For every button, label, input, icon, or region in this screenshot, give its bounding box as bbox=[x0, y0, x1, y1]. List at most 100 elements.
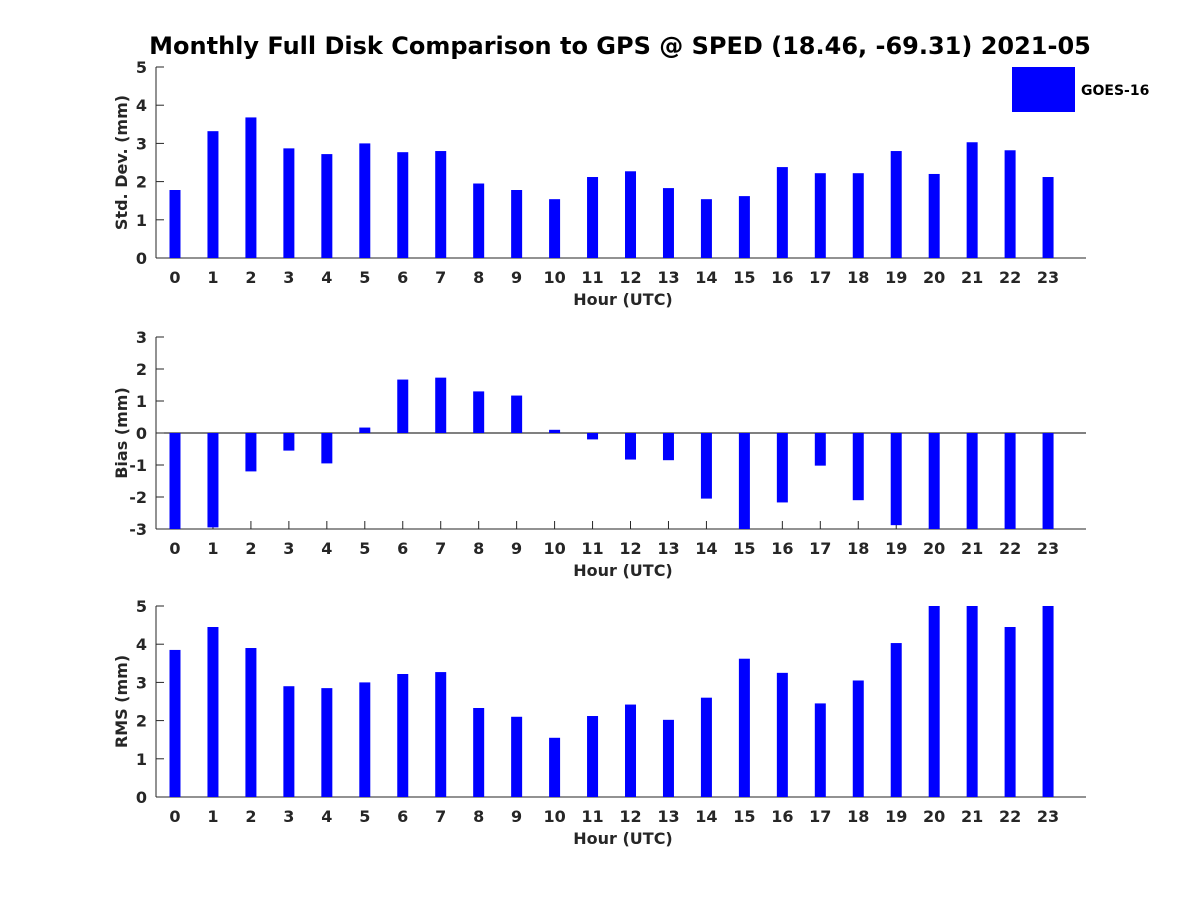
std-dev-bar bbox=[587, 177, 599, 258]
x-tick-label: 21 bbox=[961, 539, 983, 558]
std-dev-bar bbox=[928, 173, 940, 258]
std-dev-bar bbox=[169, 190, 181, 258]
x-tick-label: 9 bbox=[511, 807, 522, 826]
y-tick-label: 4 bbox=[136, 635, 147, 654]
y-axis-label: Std. Dev. (mm) bbox=[112, 95, 131, 230]
x-tick-label: 3 bbox=[283, 268, 294, 287]
x-tick-label: 11 bbox=[581, 268, 603, 287]
x-tick-label: 2 bbox=[245, 807, 256, 826]
x-tick-label: 22 bbox=[999, 268, 1021, 287]
std-dev-bar bbox=[245, 117, 257, 258]
bias-bar bbox=[966, 433, 978, 529]
x-tick-label: 16 bbox=[771, 268, 793, 287]
legend: GOES-16 bbox=[1012, 67, 1149, 112]
rms-bar bbox=[700, 697, 712, 797]
x-tick-label: 15 bbox=[733, 539, 755, 558]
bias-bar bbox=[662, 433, 674, 461]
std-dev-bar bbox=[776, 167, 788, 258]
rms-bar bbox=[1042, 606, 1054, 797]
bias-bar bbox=[700, 433, 712, 499]
x-tick-label: 10 bbox=[543, 539, 565, 558]
x-tick-label: 0 bbox=[169, 268, 180, 287]
chart-title: Monthly Full Disk Comparison to GPS @ SP… bbox=[149, 32, 1091, 60]
x-tick-label: 11 bbox=[581, 539, 603, 558]
std-dev-bar bbox=[397, 152, 409, 258]
x-tick-label: 14 bbox=[695, 268, 717, 287]
std-dev-bar bbox=[473, 183, 485, 258]
x-tick-label: 0 bbox=[169, 807, 180, 826]
rms-bar bbox=[814, 703, 826, 797]
std-dev-bar bbox=[625, 171, 637, 258]
bias-bar bbox=[1042, 433, 1054, 529]
x-tick-label: 11 bbox=[581, 807, 603, 826]
x-tick-label: 20 bbox=[923, 539, 945, 558]
bias-bar bbox=[852, 433, 864, 501]
x-tick-label: 12 bbox=[619, 539, 641, 558]
x-tick-label: 5 bbox=[359, 268, 370, 287]
x-tick-label: 8 bbox=[473, 807, 484, 826]
x-tick-label: 9 bbox=[511, 539, 522, 558]
x-tick-label: 21 bbox=[961, 807, 983, 826]
y-tick-label: 4 bbox=[136, 96, 147, 115]
std-dev-bar bbox=[662, 188, 674, 258]
std-dev-bar bbox=[890, 151, 902, 258]
rms-bar bbox=[359, 682, 371, 797]
x-tick-label: 18 bbox=[847, 268, 869, 287]
y-tick-label: -3 bbox=[129, 520, 147, 539]
x-axis-label: Hour (UTC) bbox=[573, 290, 673, 309]
std-dev-bar bbox=[738, 196, 750, 258]
bias-bar bbox=[738, 433, 750, 529]
rms-bar bbox=[283, 686, 295, 797]
x-tick-label: 1 bbox=[207, 268, 218, 287]
std-dev-bar bbox=[511, 190, 523, 258]
bias-bar bbox=[435, 377, 447, 433]
x-tick-label: 14 bbox=[695, 539, 717, 558]
y-axis-label: Bias (mm) bbox=[112, 387, 131, 479]
bias-bar bbox=[625, 433, 637, 460]
x-tick-label: 7 bbox=[435, 268, 446, 287]
y-tick-label: 1 bbox=[136, 392, 147, 411]
x-tick-label: 12 bbox=[619, 807, 641, 826]
x-tick-label: 16 bbox=[771, 539, 793, 558]
x-tick-label: 20 bbox=[923, 807, 945, 826]
x-tick-label: 19 bbox=[885, 268, 907, 287]
bias-bar bbox=[1004, 433, 1016, 529]
x-tick-label: 13 bbox=[657, 268, 679, 287]
x-tick-label: 12 bbox=[619, 268, 641, 287]
std-dev-bar bbox=[966, 142, 978, 258]
legend-label: GOES-16 bbox=[1081, 83, 1149, 99]
bias-bar bbox=[321, 433, 333, 464]
x-tick-label: 16 bbox=[771, 807, 793, 826]
rms-bar bbox=[625, 704, 637, 797]
bias-bar bbox=[283, 433, 295, 451]
bias-bar bbox=[207, 433, 219, 528]
rms-bar bbox=[587, 716, 599, 797]
x-tick-label: 4 bbox=[321, 807, 332, 826]
y-tick-label: 3 bbox=[136, 673, 147, 692]
rms-bar bbox=[245, 648, 257, 797]
rms-bar bbox=[397, 673, 409, 797]
bias-bar bbox=[511, 395, 523, 433]
x-tick-label: 5 bbox=[359, 807, 370, 826]
rms-bar bbox=[169, 649, 181, 797]
x-axis-label: Hour (UTC) bbox=[573, 829, 673, 848]
std-dev-bar bbox=[283, 148, 295, 258]
rms-bar bbox=[473, 707, 485, 797]
x-tick-label: 6 bbox=[397, 807, 408, 826]
x-tick-label: 21 bbox=[961, 268, 983, 287]
x-tick-label: 15 bbox=[733, 807, 755, 826]
x-tick-label: 15 bbox=[733, 268, 755, 287]
x-tick-label: 23 bbox=[1037, 539, 1059, 558]
legend-swatch bbox=[1012, 67, 1075, 112]
x-tick-label: 3 bbox=[283, 807, 294, 826]
x-tick-label: 17 bbox=[809, 807, 831, 826]
x-tick-label: 8 bbox=[473, 268, 484, 287]
x-tick-label: 13 bbox=[657, 807, 679, 826]
y-tick-label: -2 bbox=[129, 488, 147, 507]
y-tick-label: 1 bbox=[136, 211, 147, 230]
bias-bar bbox=[359, 427, 371, 433]
x-tick-label: 7 bbox=[435, 539, 446, 558]
y-tick-label: 3 bbox=[136, 134, 147, 153]
